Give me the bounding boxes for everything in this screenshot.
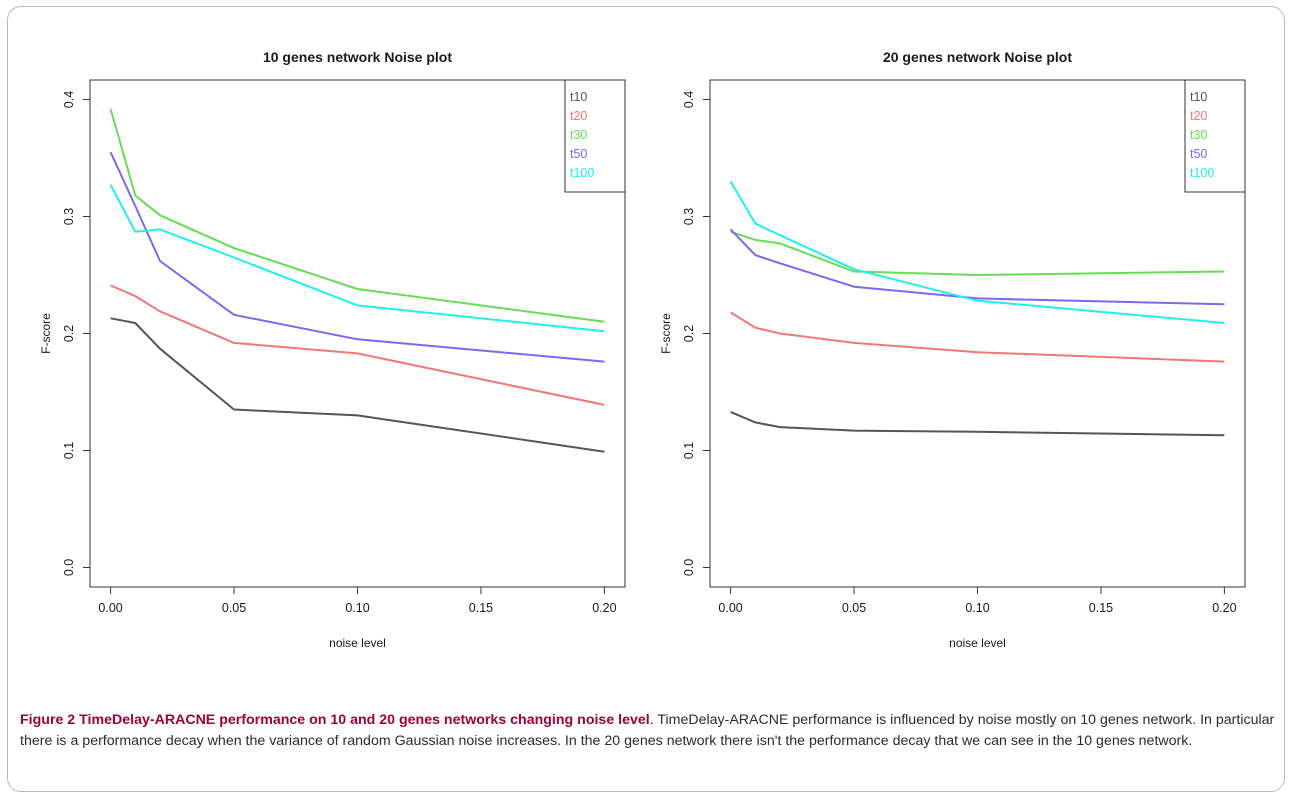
- y-tick-label: 0.2: [682, 325, 696, 342]
- legend-entry-t20: t20: [570, 109, 587, 123]
- caption-label: Figure 2: [20, 712, 76, 728]
- x-axis-label: noise level: [329, 636, 386, 650]
- x-tick-label: 0.05: [842, 601, 866, 615]
- series-line-t30: [730, 230, 1225, 276]
- figure-frame: [7, 6, 1285, 792]
- y-tick-label: 0.0: [682, 559, 696, 576]
- y-tick-label: 0.1: [682, 442, 696, 459]
- x-tick-label: 0.20: [592, 601, 616, 615]
- series-line-t10: [110, 317, 605, 453]
- legend-entry-t100: t100: [1190, 166, 1214, 180]
- figure-caption: Figure 2 TimeDelay-ARACNE performance on…: [20, 710, 1275, 752]
- series-line-t50: [109, 151, 605, 363]
- chart-title: 20 genes network Noise plot: [883, 49, 1072, 65]
- series-line-t20: [110, 284, 605, 406]
- y-tick-label: 0.3: [682, 208, 696, 225]
- x-tick-label: 0.00: [98, 601, 122, 615]
- series-line-t50: [729, 228, 1225, 306]
- x-axis-label: noise level: [949, 636, 1006, 650]
- chart-20-genes: 20 genes network Noise plot 0.00 0.05 0.10 0…: [659, 49, 1246, 650]
- plot-box: [709, 79, 1246, 588]
- y-tick-label: 0.1: [62, 442, 76, 459]
- series-line-t30: [109, 108, 605, 323]
- legend-entry-t30: t30: [570, 128, 587, 142]
- caption-text: . TimeDelay-ARACNE performance is influe…: [20, 712, 1275, 749]
- x-tick-label: 0.20: [1212, 601, 1236, 615]
- legend-entry-t50: t50: [570, 147, 587, 161]
- x-tick-label: 0.10: [965, 601, 989, 615]
- caption-title: TimeDelay-ARACNE performance on 10 and 2…: [79, 712, 650, 728]
- x-tick-label: 0.10: [345, 601, 369, 615]
- x-tick-label: 0.00: [718, 601, 742, 615]
- chart-title: 10 genes network Noise plot: [263, 49, 452, 65]
- x-tick-label: 0.15: [469, 601, 493, 615]
- series-line-t20: [730, 311, 1225, 363]
- y-tick-label: 0.0: [62, 559, 76, 576]
- series-line-t10: [730, 410, 1225, 437]
- y-tick-label: 0.4: [682, 91, 696, 108]
- y-tick-label: 0.3: [62, 208, 76, 225]
- y-tick-label: 0.4: [62, 91, 76, 108]
- legend-entry-t20: t20: [1190, 109, 1207, 123]
- legend-entry-t10: t10: [570, 90, 587, 104]
- series-line-t100: [729, 180, 1225, 324]
- y-tick-label: 0.2: [62, 325, 76, 342]
- y-axis-label: F-score: [659, 313, 673, 354]
- plot-box: [89, 79, 626, 588]
- legend-box: [564, 79, 626, 193]
- legend-entry-t10: t10: [1190, 90, 1207, 104]
- series-line-t100: [109, 184, 605, 333]
- legend-entry-t50: t50: [1190, 147, 1207, 161]
- legend-box: [1184, 79, 1246, 193]
- chart-10-genes: 10 genes network Noise plot 0.00 0.05 0.10 0…: [39, 49, 626, 650]
- x-tick-label: 0.05: [222, 601, 246, 615]
- legend-entry-t30: t30: [1190, 128, 1207, 142]
- x-tick-label: 0.15: [1089, 601, 1113, 615]
- legend-entry-t100: t100: [570, 166, 594, 180]
- y-axis-label: F-score: [39, 313, 53, 354]
